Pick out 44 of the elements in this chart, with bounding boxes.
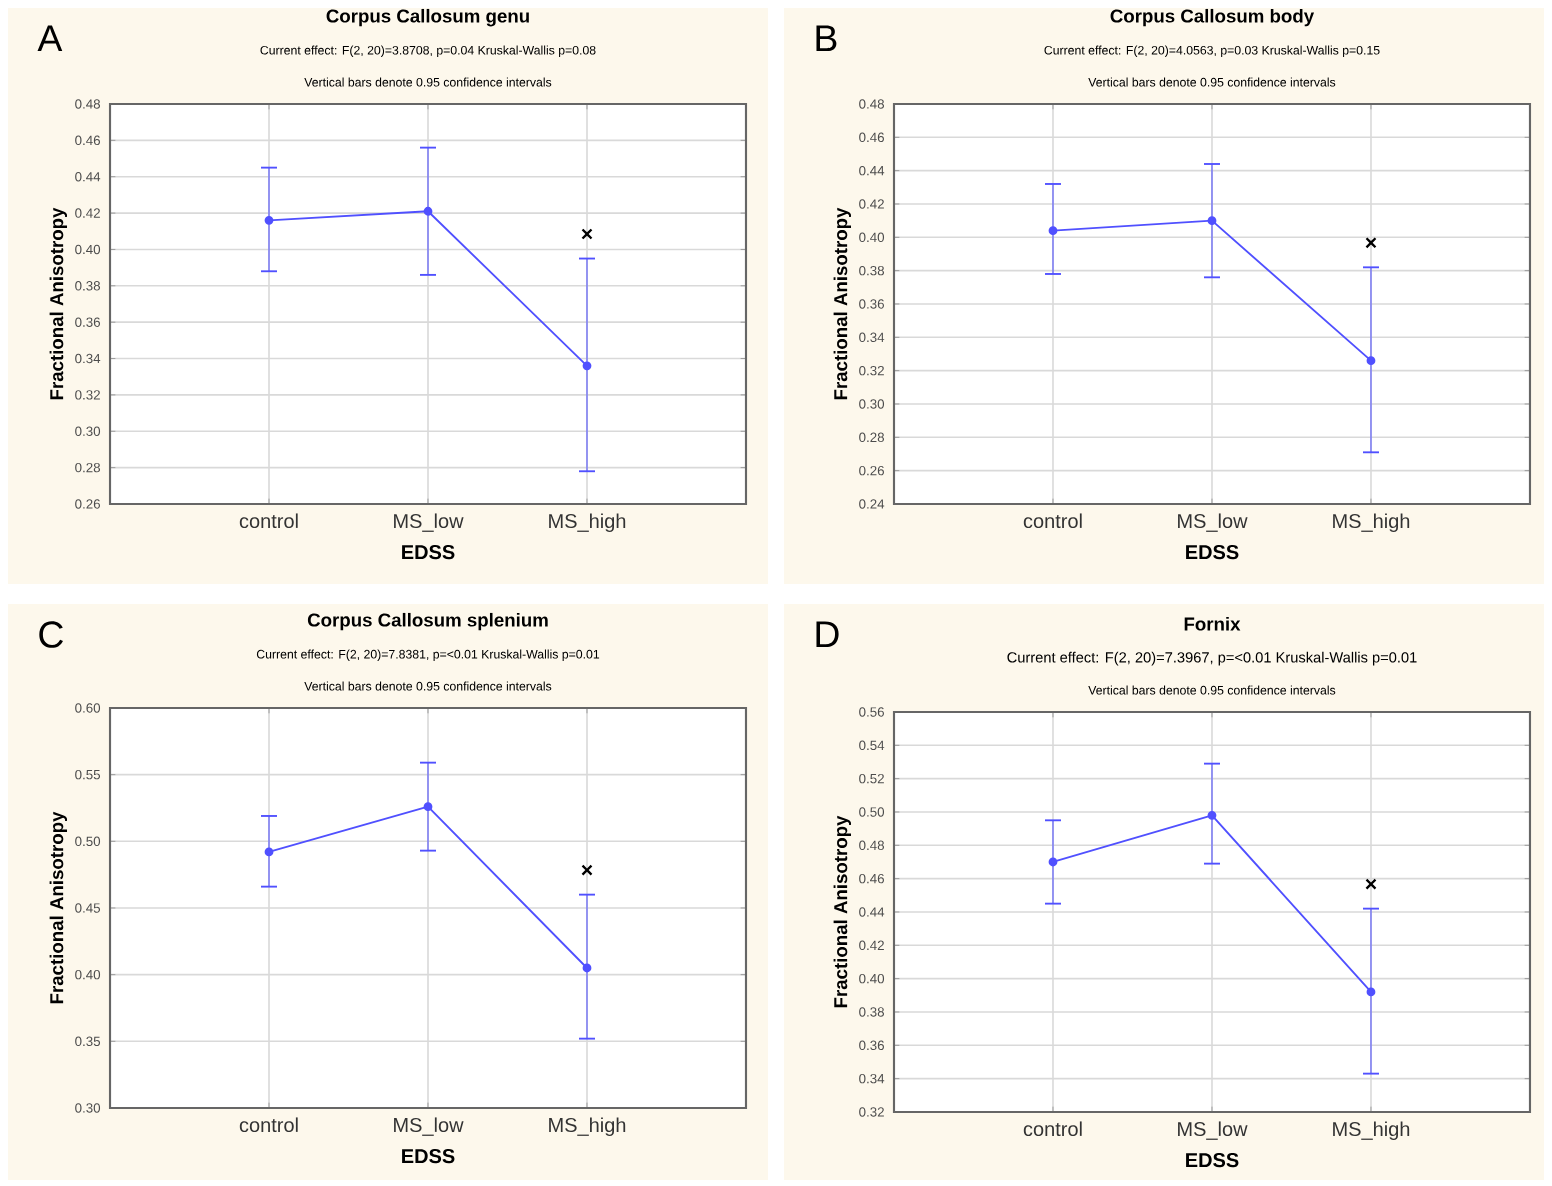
chart-title: Corpus Callosum genu (326, 8, 529, 27)
x-axis-title: EDSS (402, 545, 455, 560)
point (423, 802, 433, 812)
chart-title: Corpus Callosum splenium (307, 612, 548, 631)
x-tick-label: control (1023, 1121, 1082, 1137)
point (1366, 356, 1376, 366)
x-tick-label: control (239, 1117, 298, 1133)
x-tick-label: control (239, 513, 298, 529)
x-tick-label: MS_low (1178, 1121, 1248, 1140)
point (264, 847, 274, 857)
x-axis-title: EDSS (1186, 1153, 1239, 1168)
text: B (816, 25, 837, 52)
point (582, 963, 592, 973)
x-tick-label: control (1023, 513, 1082, 529)
annotation: × (1365, 237, 1377, 249)
x-tick-label: MS_low (394, 1117, 464, 1136)
point (264, 215, 274, 225)
chart-title: Corpus Callosum body (1110, 8, 1315, 27)
point (1366, 987, 1376, 997)
annotation: × (1365, 878, 1377, 890)
annotation: × (581, 228, 593, 240)
x-axis-title: EDSS (1186, 545, 1239, 560)
point (423, 206, 433, 216)
x-tick-label: MS_high (1333, 1121, 1410, 1141)
point (1207, 810, 1217, 820)
x-tick-label: MS_high (1333, 513, 1410, 533)
text: A (37, 25, 63, 52)
point (1048, 226, 1058, 236)
y-axis-title: Fractional Anisotropy (49, 811, 68, 1004)
point (1048, 857, 1058, 867)
y-axis-title: Fractional Anisotropy (49, 207, 68, 400)
point (582, 361, 592, 371)
x-tick-label: MS_low (1178, 513, 1248, 532)
x-tick-label: MS_low (394, 513, 464, 532)
x-tick-label: MS_high (549, 1117, 626, 1137)
y-axis-title: Fractional Anisotropy (833, 815, 851, 1008)
text: C (39, 621, 63, 648)
text: D (816, 621, 839, 648)
x-axis-title: EDSS (402, 1149, 455, 1164)
x-tick-label: MS_high (549, 513, 626, 533)
chart-title: Fornix (1184, 616, 1241, 631)
annotation: × (581, 864, 593, 876)
y-axis-title: Fractional Anisotropy (833, 207, 851, 400)
point (1207, 216, 1217, 226)
